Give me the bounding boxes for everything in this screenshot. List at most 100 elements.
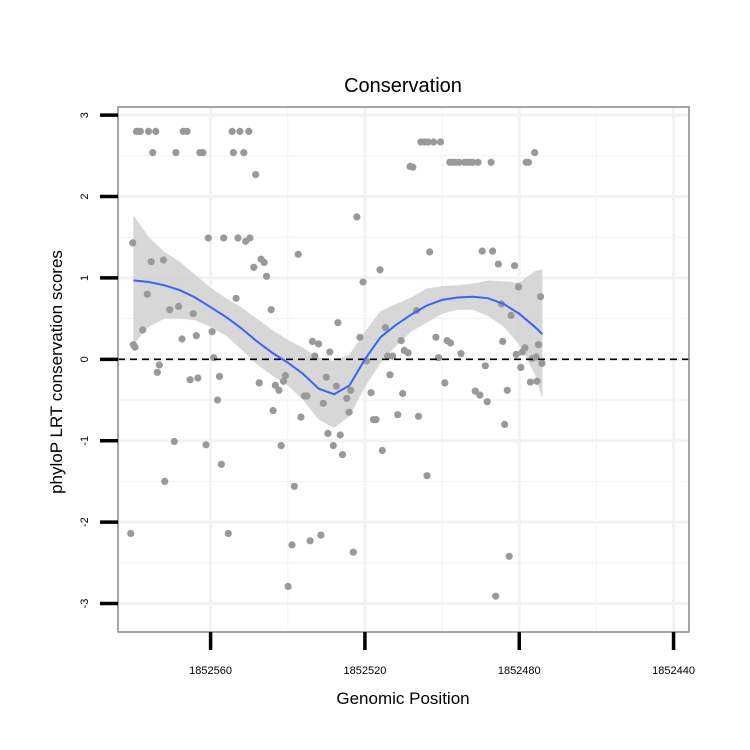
data-point: [455, 158, 463, 166]
data-point: [478, 247, 486, 255]
data-point: [338, 451, 347, 459]
data-point: [217, 460, 225, 468]
x-tick-label: 1852440: [652, 665, 695, 677]
data-point: [281, 372, 289, 380]
grid-lines: [118, 107, 689, 632]
data-point: [172, 149, 180, 157]
data-point: [526, 378, 535, 386]
data-point: [397, 337, 405, 345]
data-point: [306, 537, 314, 545]
data-point: [487, 158, 495, 166]
data-point: [457, 350, 465, 358]
data-point: [384, 352, 392, 360]
y-tick-label: -3: [79, 599, 91, 609]
data-point: [260, 258, 268, 267]
data-point: [469, 158, 477, 166]
data-point: [343, 394, 351, 402]
y-tick-label: -1: [79, 436, 91, 446]
data-point: [409, 163, 417, 171]
data-point: [143, 290, 151, 298]
data-point: [531, 149, 539, 157]
data-point: [149, 149, 157, 157]
data-point: [349, 548, 357, 556]
data-point: [246, 234, 254, 242]
data-point: [494, 260, 502, 268]
data-point: [476, 391, 484, 399]
data-point: [503, 386, 511, 394]
data-point: [228, 127, 236, 135]
data-point: [499, 337, 507, 345]
data-point: [139, 326, 147, 334]
data-point: [423, 472, 431, 480]
data-point: [192, 332, 200, 340]
data-point: [220, 234, 228, 242]
data-point: [414, 412, 423, 420]
y-tick-label: 0: [79, 356, 91, 362]
data-point: [404, 349, 412, 357]
data-point: [435, 354, 443, 362]
data-point: [436, 138, 445, 146]
data-point: [153, 368, 161, 376]
data-point: [359, 278, 367, 286]
data-point: [367, 389, 375, 397]
data-point: [279, 377, 288, 385]
y-tick-label: 1: [79, 275, 91, 281]
y-tick-label: 3: [79, 112, 91, 118]
data-point: [189, 310, 197, 318]
data-point: [324, 429, 332, 437]
y-axis-label: phyloP LRT conservation scores: [47, 250, 66, 494]
data-point: [332, 382, 340, 390]
data-point: [524, 158, 533, 166]
data-point: [284, 582, 292, 591]
data-point: [267, 306, 275, 314]
x-tick-label: 1852520: [344, 665, 387, 677]
data-point: [517, 363, 525, 372]
data-point: [144, 127, 153, 135]
data-point: [356, 333, 364, 341]
data-point: [430, 138, 438, 146]
data-point: [213, 396, 222, 404]
data-point: [303, 392, 311, 400]
data-point: [186, 376, 194, 384]
data-point: [326, 348, 334, 356]
data-point: [245, 127, 253, 135]
panel-frame: [117, 106, 690, 633]
data-point: [199, 149, 207, 157]
data-point: [236, 127, 244, 135]
data-point: [376, 266, 384, 274]
data-point: [353, 213, 361, 221]
data-point: [161, 477, 169, 485]
data-point: [297, 413, 305, 421]
data-point: [521, 344, 529, 352]
data-point: [262, 272, 271, 280]
data-point: [275, 386, 283, 394]
data-point: [336, 431, 344, 439]
data-point: [229, 149, 237, 157]
data-point: [315, 340, 323, 348]
data-point: [129, 239, 137, 247]
data-point: [507, 311, 515, 319]
data-point: [386, 371, 394, 379]
data-point: [288, 541, 296, 549]
data-point: [202, 441, 210, 449]
data-point: [481, 362, 489, 370]
data-point: [208, 328, 216, 336]
data-point: [317, 531, 325, 539]
data-point: [483, 398, 491, 406]
data-point: [347, 386, 355, 394]
data-point: [210, 354, 218, 362]
data-point: [234, 234, 242, 242]
data-point: [147, 258, 155, 266]
data-point: [474, 158, 482, 166]
x-tick-label: 1852480: [498, 665, 541, 677]
data-point: [224, 529, 232, 538]
data-point: [290, 482, 298, 490]
data-point: [166, 306, 174, 314]
data-point: [372, 416, 380, 424]
data-point: [399, 389, 407, 398]
data-point: [394, 411, 402, 419]
data-point: [389, 352, 397, 360]
smooth-line-layer: [118, 279, 689, 396]
data-point: [378, 446, 386, 455]
